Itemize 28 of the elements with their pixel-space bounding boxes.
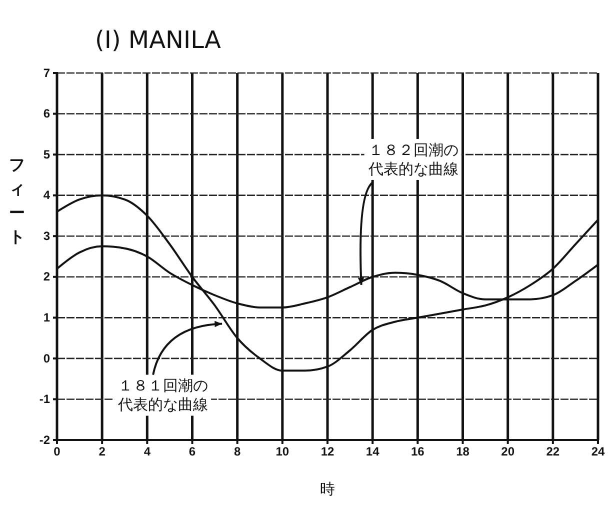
x-tick-label: 2 xyxy=(98,444,106,459)
x-tick-label: 20 xyxy=(501,444,515,459)
y-tick-label: 5 xyxy=(43,147,50,162)
x-tick-label: 10 xyxy=(276,444,290,459)
x-tick-label: 0 xyxy=(54,444,61,459)
x-tick-label: 6 xyxy=(188,444,196,459)
x-tick-label: 12 xyxy=(320,444,334,459)
y-tick-label: 7 xyxy=(43,66,50,80)
y-tick-label: -1 xyxy=(39,392,50,406)
annotation: １８２回潮の代表的な曲線 xyxy=(367,140,458,178)
y-tick-label: 3 xyxy=(43,228,50,243)
y-tick-label: 1 xyxy=(43,310,50,325)
x-tick-label: 16 xyxy=(410,444,425,459)
x-axis-title: 時 xyxy=(320,480,335,498)
y-tick-label: 6 xyxy=(43,106,50,121)
x-tick-label: 22 xyxy=(546,444,560,459)
annotation: １８１回潮の代表的な曲線 xyxy=(117,376,208,414)
y-tick-label: -2 xyxy=(39,432,50,447)
x-tick-label: 24 xyxy=(591,444,605,459)
x-tick-label: 18 xyxy=(456,444,470,459)
y-axis-title: フィート xyxy=(9,155,25,246)
y-tick-label: 0 xyxy=(43,351,50,366)
x-tick-label: 14 xyxy=(366,444,380,459)
chart-title: (I) MANILA xyxy=(95,26,222,54)
y-tick-label: 2 xyxy=(43,270,50,284)
x-tick-label: 4 xyxy=(144,444,151,459)
y-tick-label: 4 xyxy=(43,188,50,202)
x-tick-label: 8 xyxy=(234,444,241,459)
